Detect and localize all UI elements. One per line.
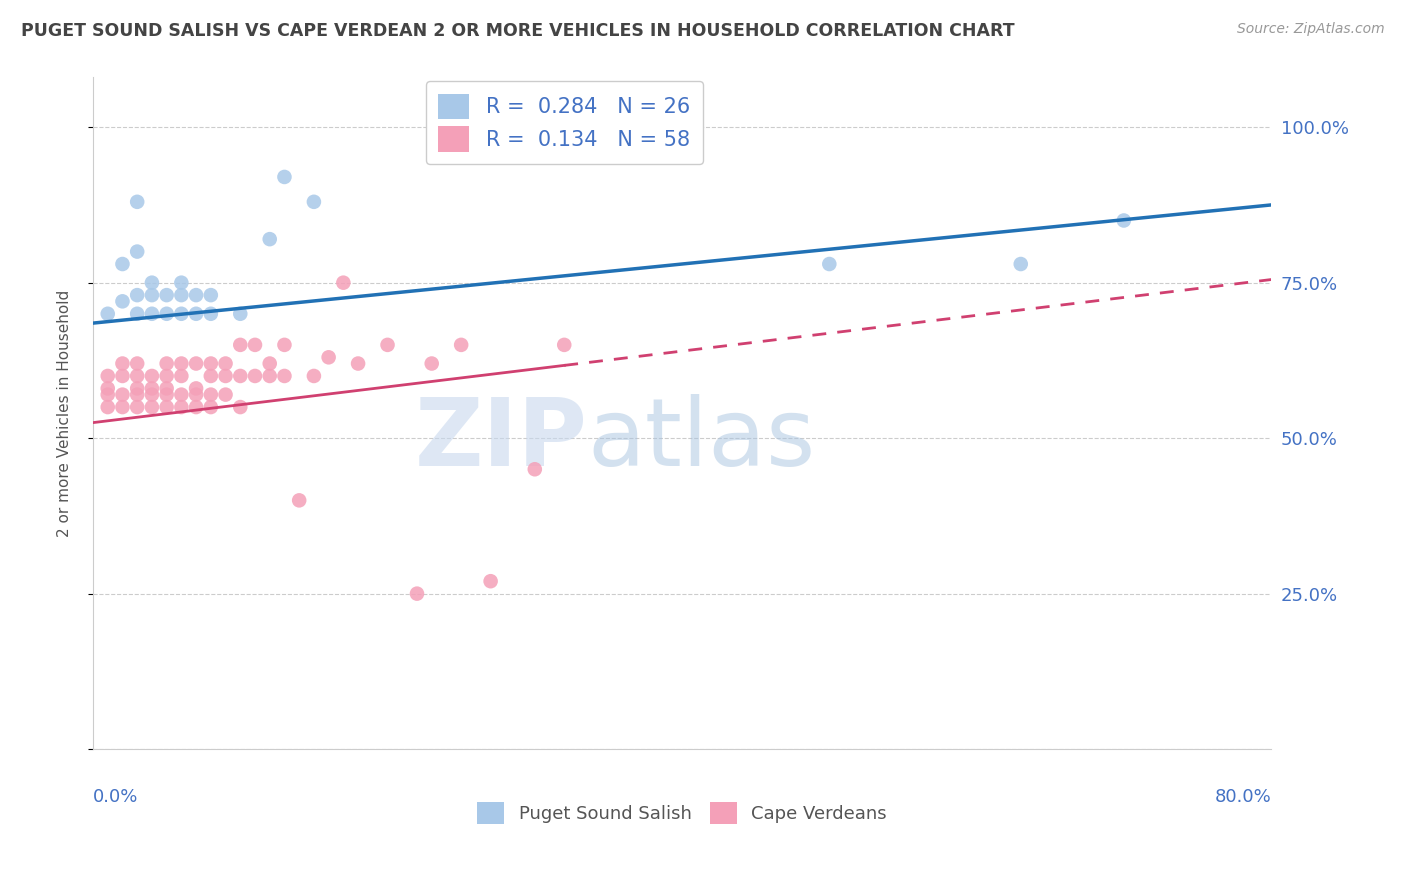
Legend: Puget Sound Salish, Cape Verdeans: Puget Sound Salish, Cape Verdeans [470,795,894,831]
Point [127,387,149,401]
Point [184,357,207,371]
Point [229,338,252,352]
Point [141,288,163,302]
Point [127,368,149,383]
Point [97,387,120,401]
Point [200,400,222,414]
Point [184,400,207,414]
Point [156,387,179,401]
Point [97,381,120,395]
Point [229,307,252,321]
Point [184,381,207,395]
Point [156,381,179,395]
Point [156,400,179,414]
Point [170,276,193,290]
Text: 80.0%: 80.0% [1215,788,1271,806]
Point [127,194,149,209]
Point [259,232,281,246]
Point [141,307,163,321]
Point [127,307,149,321]
Point [214,357,236,371]
Point [141,381,163,395]
Point [347,357,370,371]
Text: PUGET SOUND SALISH VS CAPE VERDEAN 2 OR MORE VEHICLES IN HOUSEHOLD CORRELATION C: PUGET SOUND SALISH VS CAPE VERDEAN 2 OR … [21,22,1015,40]
Point [111,294,134,309]
Point [141,400,163,414]
Point [1112,213,1135,227]
Point [243,368,266,383]
Point [141,368,163,383]
Point [259,357,281,371]
Point [553,338,575,352]
Point [214,368,236,383]
Point [156,288,179,302]
Point [288,493,311,508]
Point [127,381,149,395]
Point [214,387,236,401]
Point [111,400,134,414]
Point [141,387,163,401]
Point [111,387,134,401]
Point [332,276,354,290]
Point [156,368,179,383]
Point [111,357,134,371]
Point [229,368,252,383]
Point [200,387,222,401]
Point [111,257,134,271]
Text: ZIP: ZIP [415,394,588,486]
Point [127,288,149,302]
Point [479,574,502,589]
Y-axis label: 2 or more Vehicles in Household: 2 or more Vehicles in Household [58,290,72,537]
Point [377,338,399,352]
Point [156,307,179,321]
Point [127,357,149,371]
Point [318,351,340,365]
Point [184,387,207,401]
Point [406,587,429,601]
Point [97,307,120,321]
Point [200,288,222,302]
Point [170,288,193,302]
Point [156,357,179,371]
Point [523,462,546,476]
Point [111,368,134,383]
Point [273,169,295,184]
Point [184,288,207,302]
Point [127,244,149,259]
Point [141,276,163,290]
Point [97,400,120,414]
Point [170,357,193,371]
Point [302,368,325,383]
Point [200,368,222,383]
Point [184,307,207,321]
Point [170,307,193,321]
Point [302,194,325,209]
Point [200,307,222,321]
Point [273,368,295,383]
Text: atlas: atlas [588,394,815,486]
Point [200,357,222,371]
Point [243,338,266,352]
Point [170,400,193,414]
Point [170,387,193,401]
Point [420,357,443,371]
Point [818,257,841,271]
Point [273,338,295,352]
Point [127,400,149,414]
Point [97,368,120,383]
Text: 0.0%: 0.0% [93,788,138,806]
Point [1010,257,1032,271]
Point [259,368,281,383]
Point [450,338,472,352]
Point [229,400,252,414]
Text: Source: ZipAtlas.com: Source: ZipAtlas.com [1237,22,1385,37]
Point [170,368,193,383]
